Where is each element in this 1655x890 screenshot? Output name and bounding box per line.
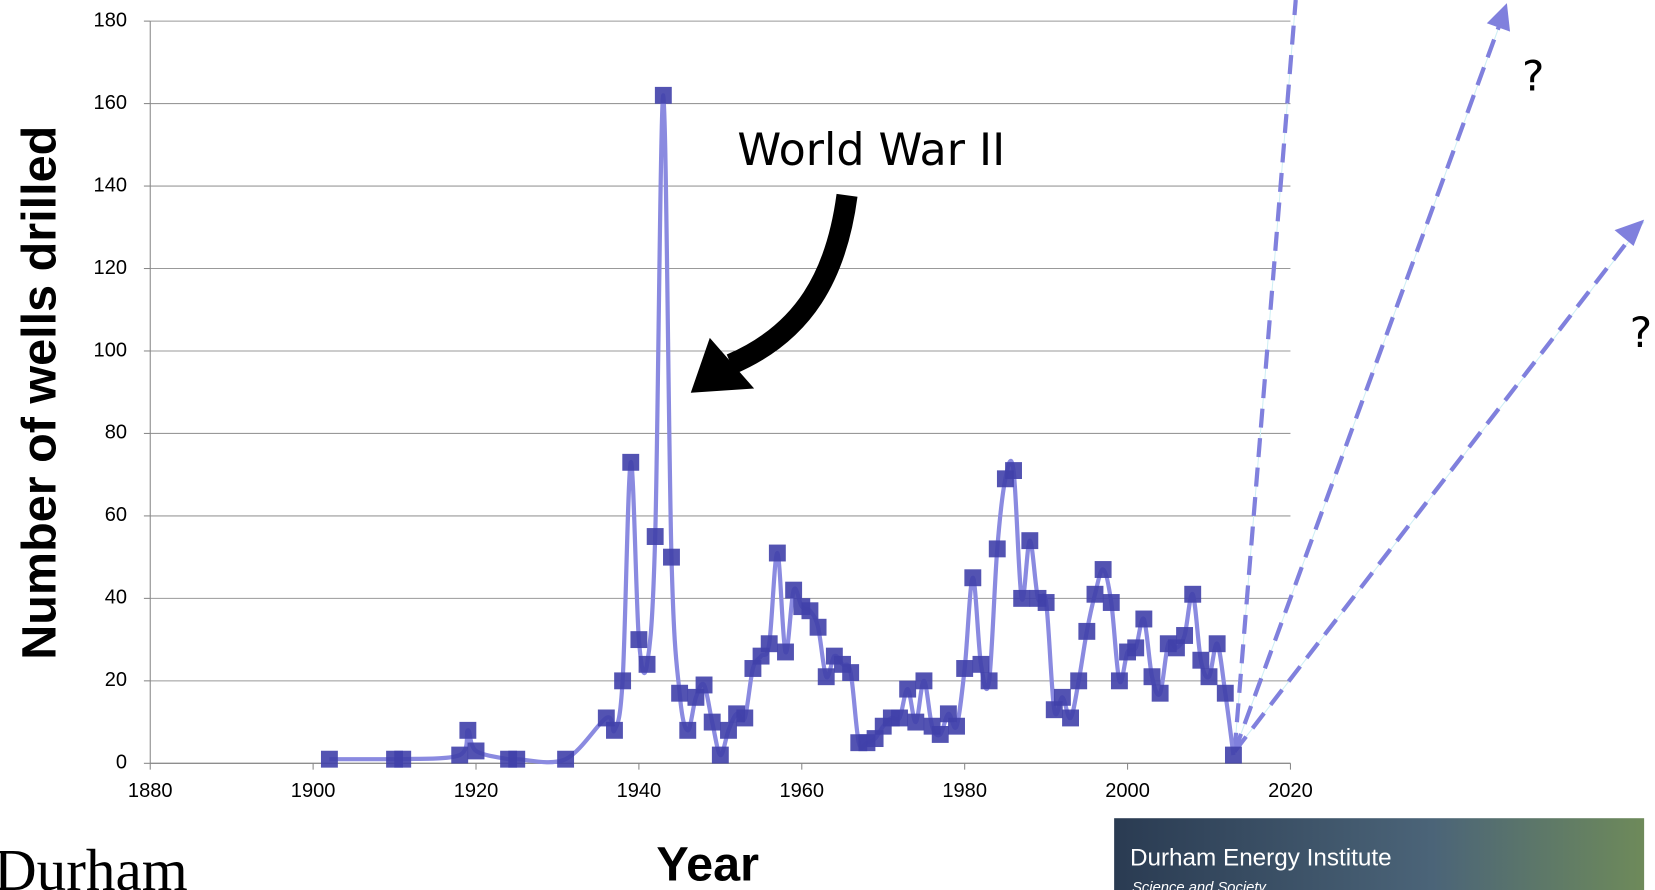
marker [809,618,827,636]
x-tick-label: 1940 [617,780,662,802]
marker [931,726,949,743]
marker [459,721,477,739]
marker [1127,639,1145,657]
marker [1102,594,1120,611]
marker [467,742,485,760]
marker [1184,585,1202,603]
marker [777,643,794,661]
y-tick-label: 100 [94,339,127,361]
marker [899,680,917,698]
x-tick-label: 2000 [1105,780,1150,802]
marker [1013,589,1031,607]
y-axis-title: Number of wells drilled [12,126,66,660]
marker [646,528,664,545]
y-tick-label: 60 [105,504,127,526]
x-tick-label: 1960 [779,780,824,802]
x-tick-label: 2020 [1268,780,1313,802]
marker [980,672,998,690]
marker [695,676,713,694]
y-tick-label: 40 [105,587,127,609]
marker [817,668,835,686]
marker [1094,561,1112,578]
marker [956,660,974,677]
marker [1151,684,1169,702]
marker [654,86,672,104]
marker [760,635,778,653]
marker [508,750,526,768]
marker [638,655,656,673]
marker [1135,610,1153,628]
marker [1070,672,1088,690]
institute-tagline: Science and Society [1132,880,1267,890]
x-axis-title: Year [656,838,759,890]
marker [1037,594,1055,611]
marker [630,631,648,649]
marker [1062,709,1079,727]
marker [1216,684,1234,702]
marker [451,746,469,764]
y-tick-label: 120 [94,257,127,279]
y-tick-label: 0 [116,752,127,774]
annotation-bg [715,121,1032,185]
marker [736,709,754,727]
marker [1208,635,1226,653]
marker [606,721,623,739]
marker [842,664,860,682]
marker [768,544,786,562]
marker [1176,627,1194,644]
x-tick-label: 1920 [454,780,499,802]
marker [1005,462,1022,480]
y-tick-label: 140 [94,174,127,196]
marker [557,750,575,768]
marker [1110,672,1128,690]
marker [964,569,982,587]
annotation-arrowhead [690,337,755,393]
marker [1053,688,1071,706]
marker [972,655,990,673]
y-tick-label: 80 [105,422,127,444]
marker [320,750,338,768]
marker [907,713,925,731]
institute-logo [1114,818,1645,890]
marker [394,750,412,768]
annotation-arrow [726,193,858,374]
marker [1192,651,1210,669]
marker [915,672,933,690]
marker [1224,746,1242,764]
institute-name: Durham Energy Institute [1130,845,1392,872]
marker [703,713,721,731]
marker [679,721,697,739]
marker [891,709,908,727]
line [329,93,1236,765]
marker [1086,585,1104,603]
marker [671,684,689,702]
marker [1200,668,1218,686]
projection-label: ? [1522,52,1544,101]
marker [988,540,1006,558]
marker [720,721,737,739]
y-tick-label: 180 [94,9,127,31]
annotation: World War II [737,125,1005,176]
x-tick-label: 1880 [128,780,173,802]
y-tick-label: 20 [105,669,127,691]
university-logo: Durham [0,837,188,890]
marker [622,453,640,471]
x-tick-label: 1900 [291,780,336,802]
marker [948,717,965,735]
x-tick-label: 1980 [942,780,987,802]
marker [663,548,680,566]
marker [614,672,632,690]
marker [801,602,819,620]
marker [785,581,803,599]
projection-arrows [1232,0,1645,753]
y-tick-label: 160 [94,92,127,114]
marker [1078,622,1096,640]
marker [1143,668,1161,686]
marker [711,746,729,764]
marker [1021,532,1039,550]
projection-label: ? [1630,308,1652,357]
